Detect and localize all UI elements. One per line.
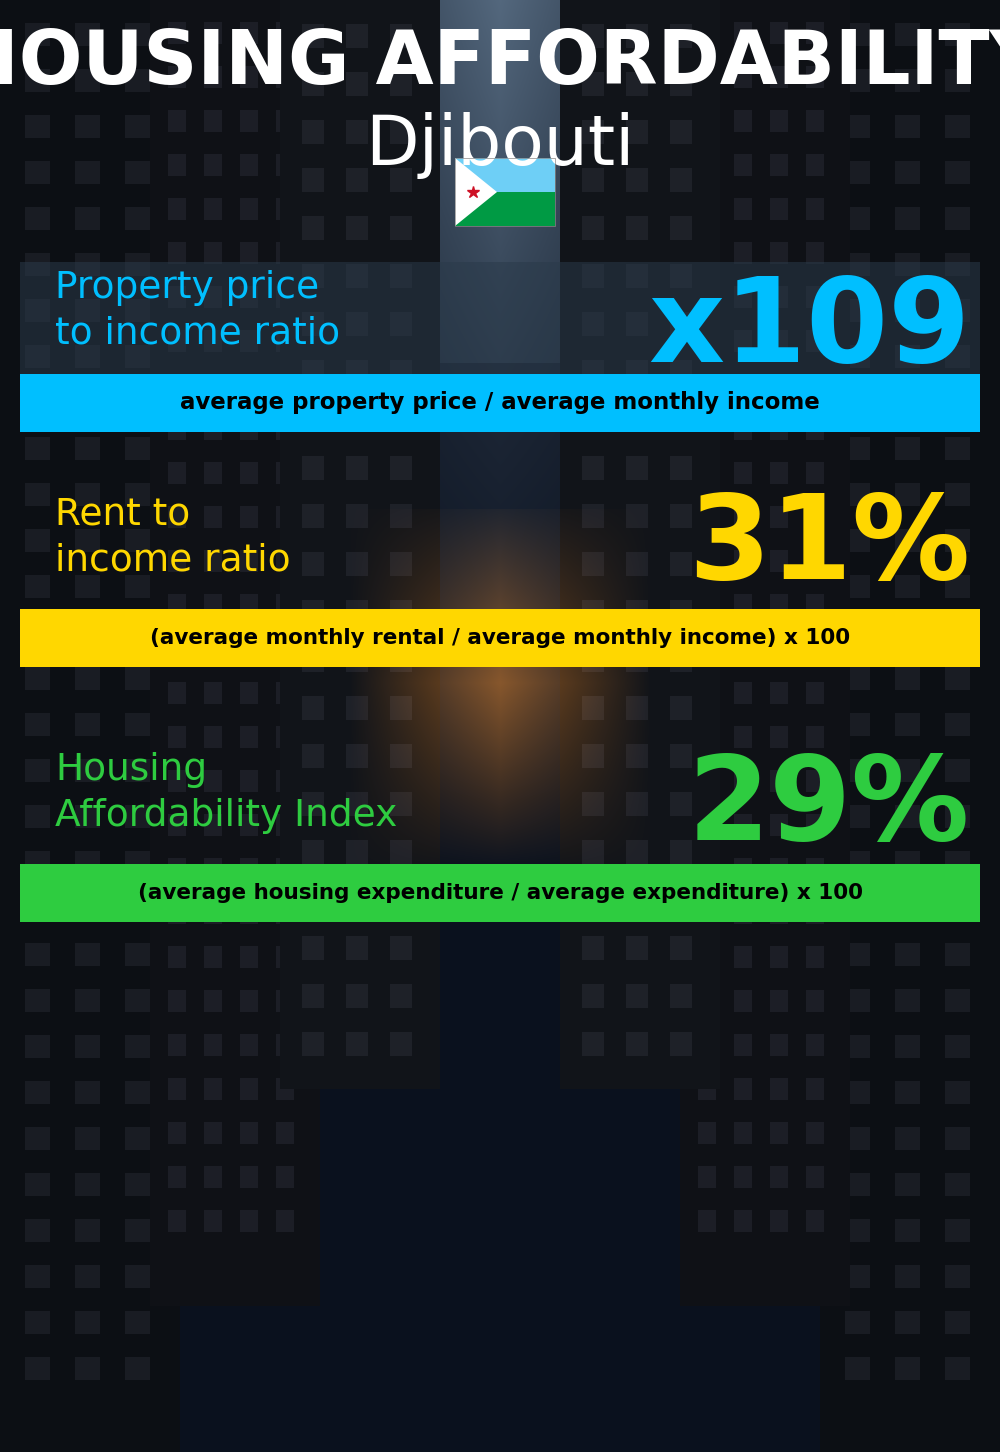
Text: Property price
to income ratio: Property price to income ratio <box>55 270 340 351</box>
Bar <box>455 158 555 192</box>
Polygon shape <box>455 158 497 227</box>
Text: 31%: 31% <box>688 489 970 604</box>
Text: Rent to
income ratio: Rent to income ratio <box>55 497 291 579</box>
Bar <box>20 375 980 433</box>
Text: x109: x109 <box>648 273 970 388</box>
Text: (average housing expenditure / average expenditure) x 100: (average housing expenditure / average e… <box>138 883 862 903</box>
Bar <box>455 192 555 227</box>
Text: Djibouti: Djibouti <box>365 112 635 179</box>
Text: (average monthly rental / average monthly income) x 100: (average monthly rental / average monthl… <box>150 629 850 648</box>
Text: Housing
Affordability Index: Housing Affordability Index <box>55 752 397 833</box>
Bar <box>455 158 555 227</box>
Bar <box>20 261 980 396</box>
Bar <box>20 608 980 666</box>
Bar <box>20 864 980 922</box>
Text: HOUSING AFFORDABILITY: HOUSING AFFORDABILITY <box>0 28 1000 100</box>
Text: average property price / average monthly income: average property price / average monthly… <box>180 392 820 414</box>
Text: 29%: 29% <box>688 749 970 864</box>
